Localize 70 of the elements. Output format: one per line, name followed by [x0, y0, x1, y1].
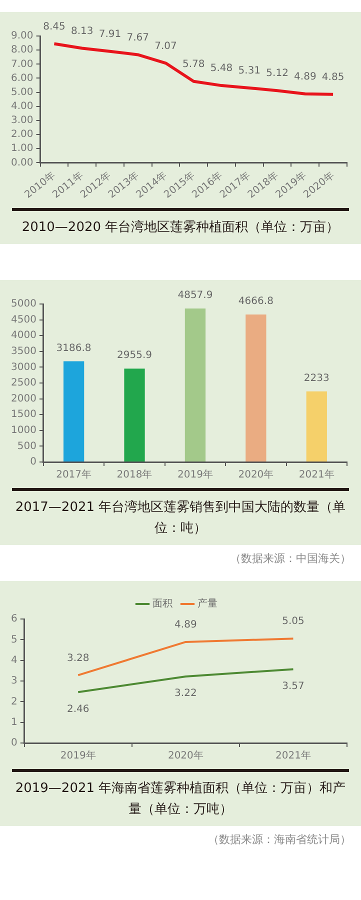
x-tick-label: 2020年 — [168, 750, 204, 762]
y-tick-label: 9.00 — [11, 30, 34, 42]
data-label: 8.13 — [70, 26, 94, 37]
data-label: 4.85 — [322, 72, 344, 84]
y-tick-label: 7.00 — [11, 58, 34, 70]
x-tick-label: 2021年 — [298, 468, 334, 481]
y-tick-label: 1000 — [10, 424, 36, 436]
x-tick-label: 2020年 — [238, 468, 274, 481]
bar — [246, 314, 266, 462]
data-label: 5.48 — [210, 63, 233, 74]
data-label: 5.78 — [182, 58, 205, 70]
text: 2010—2020 年台湾地区莲雾种植面积（单位：万亩） — [12, 208, 349, 238]
text: 2019—2021 年海南省莲雾种植面积（单位：万亩）和产量（单位：万吨） — [12, 769, 349, 820]
data-label: 4857.9 — [178, 290, 213, 302]
x-tick-label: 2019年 — [60, 750, 96, 762]
y-tick-label: 3 — [10, 676, 18, 687]
data-label: 4666.8 — [238, 296, 274, 308]
y-tick-label: 2.00 — [11, 129, 34, 140]
y-tick-label: 8.00 — [11, 44, 34, 56]
y-tick-label: 500 — [17, 440, 36, 452]
bar — [124, 368, 145, 462]
data-label: 2955.9 — [117, 350, 152, 362]
legend-label: 产量 — [198, 598, 218, 610]
bar — [306, 391, 327, 462]
data-label: 3.57 — [282, 680, 304, 692]
x-tick-label: 2021年 — [276, 750, 311, 762]
y-tick-label: 2500 — [10, 378, 36, 389]
data-label: 8.45 — [43, 21, 66, 32]
bar — [63, 361, 84, 462]
y-tick-label: 0.00 — [11, 157, 34, 168]
data-label: 3.22 — [174, 688, 197, 700]
data-label: 2.46 — [67, 704, 90, 715]
data-label: 5.12 — [266, 68, 288, 80]
text: （数据来源：中国海关） — [229, 551, 351, 566]
y-tick-label: 4500 — [10, 314, 36, 326]
y-tick-label: 3500 — [10, 346, 36, 357]
y-tick-label: 5.00 — [11, 86, 34, 98]
text: 2017—2021 年台湾地区莲雾销售到中国大陆的数量（单位：吨） — [12, 488, 349, 539]
data-label: 3186.8 — [56, 342, 92, 354]
data-label: 2233 — [304, 373, 330, 384]
data-label: 4.89 — [174, 620, 197, 631]
y-tick-label: 5 — [10, 634, 18, 646]
y-tick-label: 3000 — [10, 362, 36, 373]
y-tick-label: 2000 — [10, 393, 36, 404]
data-label: 5.05 — [282, 616, 304, 628]
y-tick-label: 1 — [10, 716, 18, 728]
data-label: 7.67 — [126, 32, 149, 44]
y-tick-label: 3.00 — [11, 115, 34, 126]
y-tick-label: 4000 — [10, 330, 36, 342]
y-tick-label: 2 — [10, 696, 18, 708]
x-tick-label: 2017年 — [56, 468, 92, 481]
y-tick-label: 0 — [30, 456, 36, 468]
x-tick-label: 2018年 — [116, 468, 152, 481]
data-label: 7.91 — [98, 28, 122, 40]
y-tick-label: 1.00 — [11, 143, 34, 154]
y-tick-label: 4.00 — [11, 100, 34, 112]
y-tick-label: 6 — [10, 614, 18, 625]
data-label: 4.89 — [294, 71, 316, 82]
data-label: 3.28 — [67, 652, 90, 664]
legend-label: 面积 — [152, 598, 172, 610]
y-tick-label: 1500 — [10, 409, 36, 420]
data-label: 7.07 — [154, 40, 177, 52]
x-tick-label: 2019年 — [178, 468, 213, 481]
data-label: 5.31 — [238, 66, 261, 77]
y-tick-label: 5000 — [10, 298, 36, 310]
y-tick-label: 0 — [10, 738, 18, 749]
y-tick-label: 6.00 — [11, 72, 34, 84]
text: （数据来源：海南省统计局） — [207, 832, 351, 847]
y-tick-label: 4 — [10, 654, 18, 666]
bar — [184, 308, 206, 462]
